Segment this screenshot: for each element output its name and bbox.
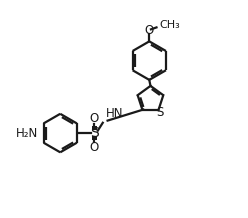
Text: H₂N: H₂N <box>16 127 38 140</box>
Text: CH₃: CH₃ <box>159 20 180 31</box>
Text: S: S <box>156 106 163 119</box>
Text: O: O <box>90 112 99 125</box>
Text: O: O <box>90 141 99 155</box>
Text: S: S <box>90 126 99 140</box>
Text: HN: HN <box>105 107 123 120</box>
Text: O: O <box>145 24 154 37</box>
